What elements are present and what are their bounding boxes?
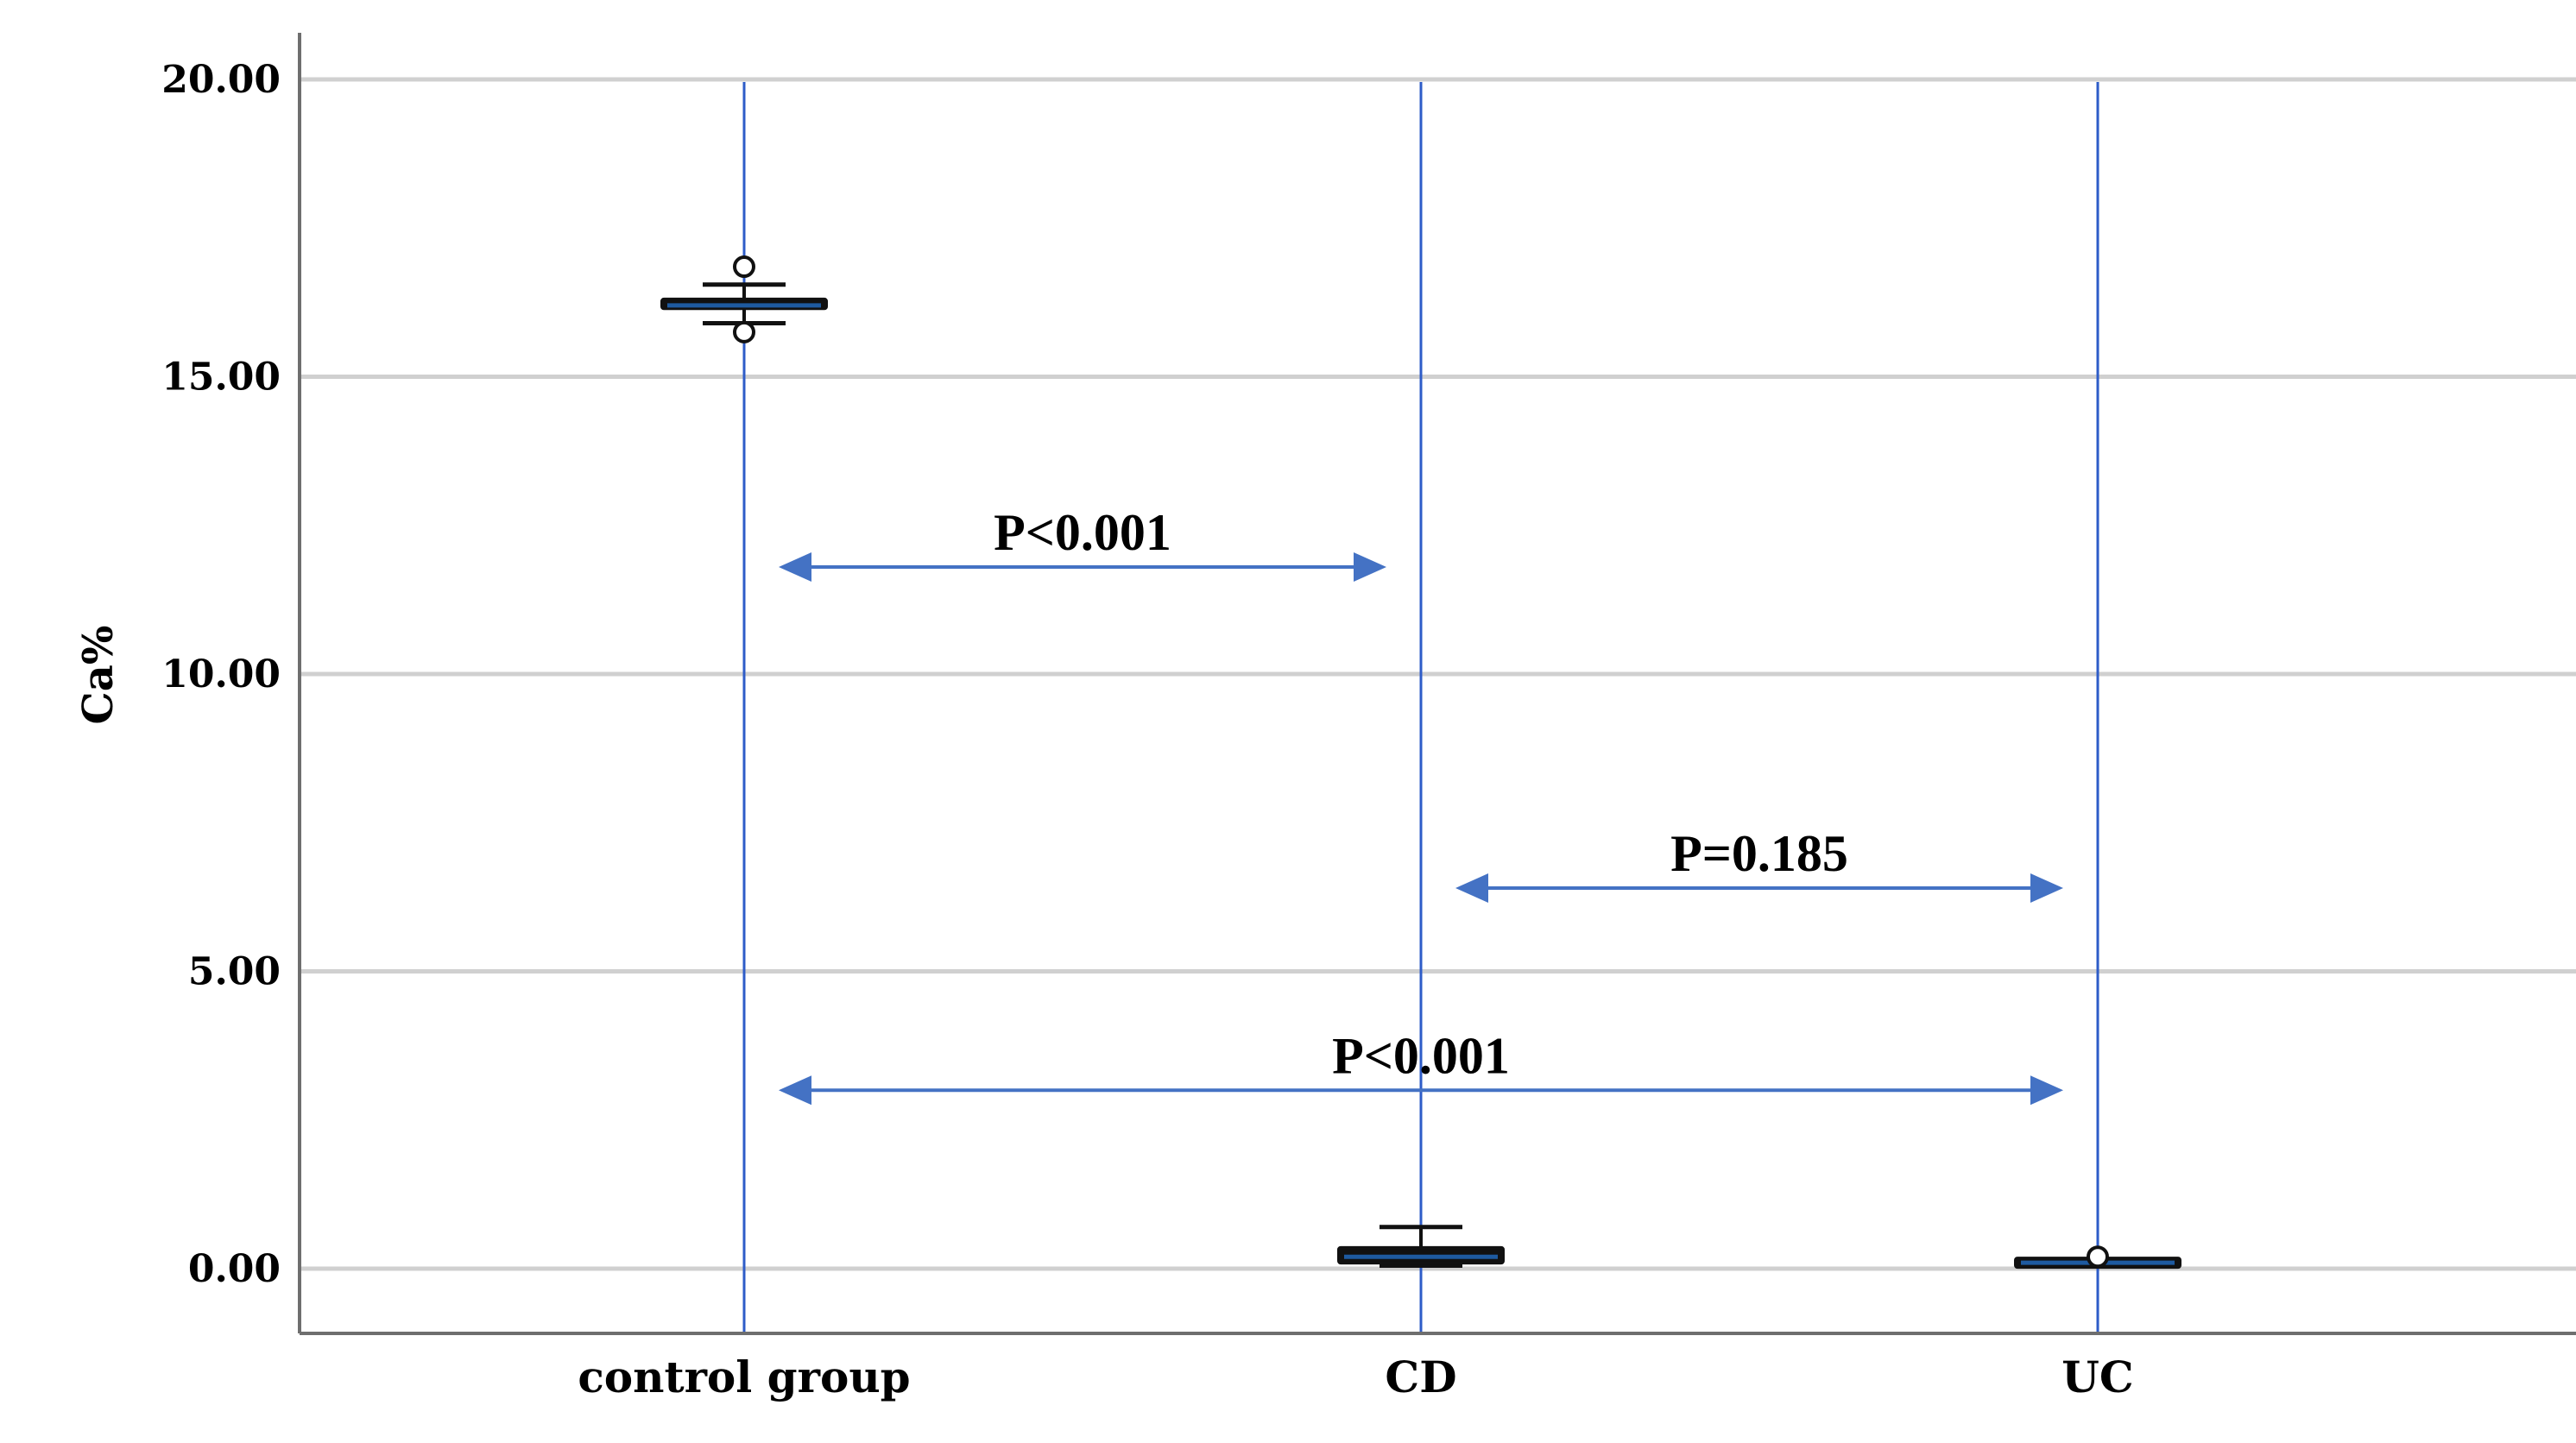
y-axis-title: Ca% [74,626,123,725]
p-value-label: P=0.185 [1670,825,1848,882]
arrow-head-left [1455,873,1488,904]
p-value-label: P<0.001 [994,504,1171,561]
axes [298,33,2576,1335]
box-uc [2014,1245,2181,1270]
axis-labels: 0.00 5.00 10.00 15.00 20.00 control group CD UC [161,58,2133,1402]
y-tick-label: 20.00 [161,58,281,102]
x-tick-label: CD [1385,1352,1456,1402]
outlier-point [733,320,755,343]
y-tick-label: 15.00 [161,356,281,400]
arrow-head-right [2030,1075,2063,1106]
y-tick-label: 5.00 [188,950,281,994]
boxes [660,255,2181,1270]
x-tick-label: UC [2061,1352,2133,1402]
box-control-group [660,255,828,343]
outlier-point [733,255,755,279]
y-tick-label: 10.00 [161,652,281,696]
arrow-head-right [2030,873,2063,904]
arrow-head-left [779,551,811,582]
comparison-arrow: P=0.185 [1455,825,2063,904]
y-tick-label: 0.00 [188,1247,281,1291]
x-tick-label: control group [578,1352,910,1402]
gridlines [300,77,2576,1271]
outlier-point [2087,1245,2109,1269]
arrow-head-right [1354,551,1386,582]
comparisons: P<0.001 P=0.185 P<0.001 [779,504,2063,1106]
box-cd [1337,1225,1505,1269]
arrow-head-left [779,1075,811,1106]
p-value-label: P<0.001 [1332,1027,1510,1084]
category-guides [742,82,2099,1333]
comparison-arrow: P<0.001 [779,1027,2063,1106]
comparison-arrow: P<0.001 [779,504,1386,582]
